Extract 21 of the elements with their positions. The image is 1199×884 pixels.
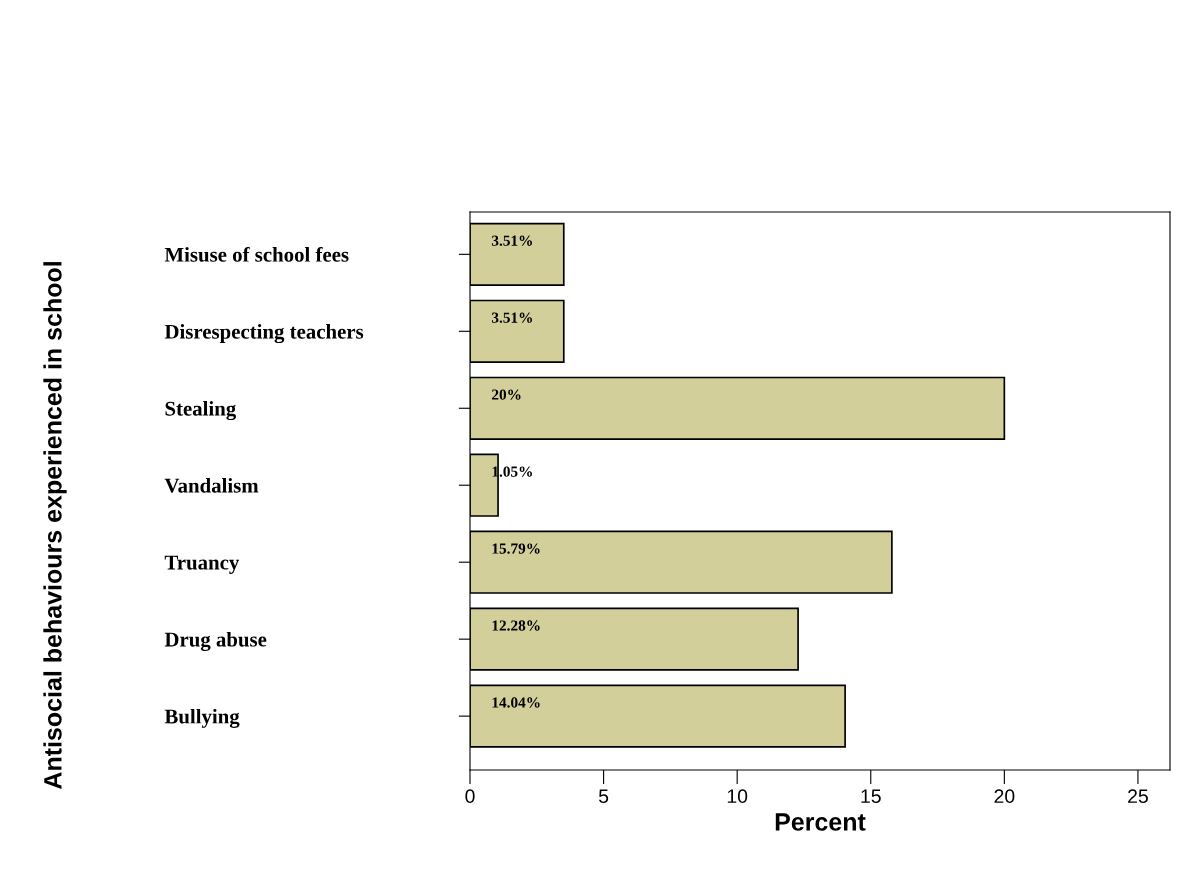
y-tick-label: Drug abuse — [164, 631, 267, 651]
data-label: 20% — [492, 389, 521, 400]
data-label: 3.51% — [491, 235, 532, 246]
data-label: 3.51% — [491, 312, 532, 323]
x-tick-label: 20 — [994, 789, 1015, 804]
data-label: 12.28% — [492, 620, 540, 631]
y-tick-label: Disrespecting teachers — [164, 324, 364, 344]
x-tick-label: 0 — [465, 789, 475, 804]
y-axis-title: Antisocial behaviours experienced in school — [43, 262, 67, 790]
y-tick-label: Vandalism — [164, 478, 259, 493]
x-tick-label: 15 — [861, 789, 881, 804]
x-tick-label: 5 — [598, 789, 609, 804]
data-label: 14.04% — [492, 697, 540, 708]
y-tick-label: Bullying — [164, 708, 240, 728]
x-axis-title: Percent — [775, 813, 866, 831]
y-tick-label: Stealing — [165, 401, 237, 421]
y-tick-label: Truancy — [164, 555, 240, 574]
y-tick-label: Misuse of school fees — [164, 246, 349, 262]
x-tick-label: 25 — [1128, 789, 1148, 804]
data-label: 15.79% — [492, 543, 540, 554]
x-tick-label: 10 — [727, 789, 748, 804]
